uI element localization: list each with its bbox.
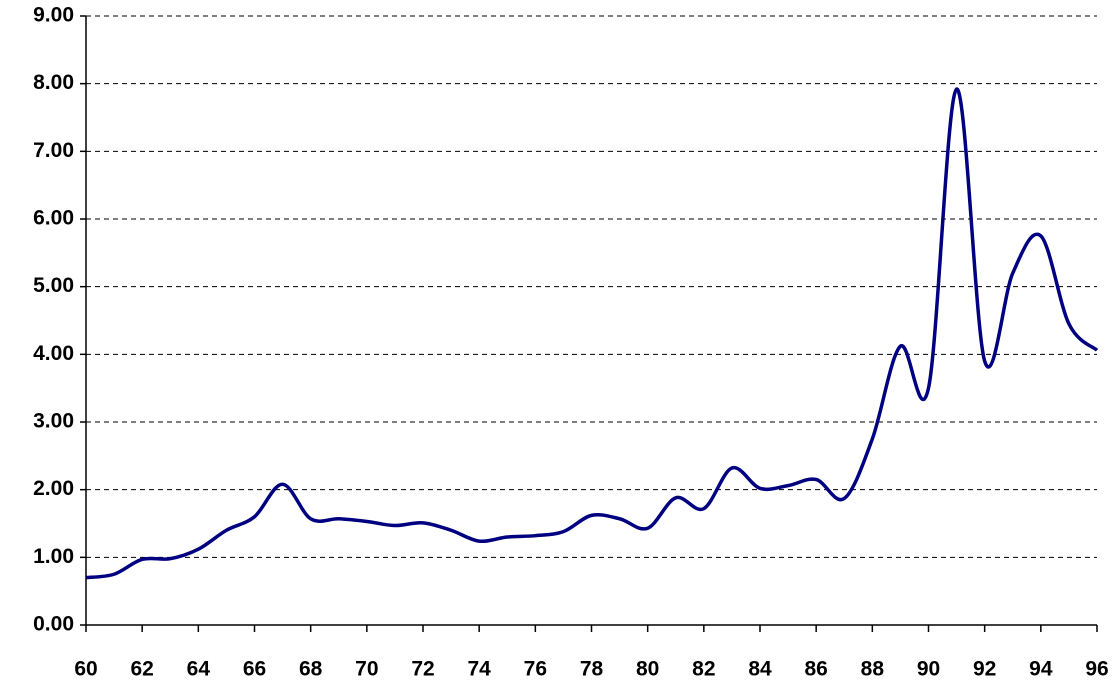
x-tick-label: 74	[467, 658, 491, 681]
y-tick-label: 9.00	[33, 4, 74, 27]
line	[85, 87, 1099, 580]
y-tick-label: 7.00	[33, 139, 74, 162]
x-tick-label: 92	[973, 658, 996, 681]
x-tick-label: 62	[130, 658, 153, 681]
y-tick-label: 4.00	[33, 342, 74, 365]
x-tick-label: 64	[187, 658, 211, 681]
x-tick-label: 66	[243, 658, 266, 681]
x-tick-label: 86	[804, 658, 827, 681]
x-tick-label: 94	[1029, 658, 1053, 681]
x-tick-label: 90	[917, 658, 940, 681]
x-tick-label: 96	[1085, 658, 1108, 681]
x-tick-label: 70	[355, 658, 378, 681]
y-tick-label: 3.00	[33, 410, 74, 433]
x-tick-label: 60	[74, 658, 97, 681]
x-tick-label: 88	[861, 658, 885, 681]
y-tick-label: 1.00	[33, 545, 74, 568]
y-tick-label: 2.00	[33, 477, 74, 500]
y-tick-label: 6.00	[33, 207, 74, 230]
x-tick-label: 84	[748, 658, 772, 681]
y-tick-label: 0.00	[33, 613, 74, 636]
y-tick-label: 8.00	[33, 71, 74, 94]
x-tick-label: 76	[524, 658, 547, 681]
x-tick-label: 82	[692, 658, 715, 681]
x-tick-label: 80	[636, 658, 659, 681]
y-tick-label: 5.00	[33, 274, 74, 297]
x-tick-label: 68	[299, 658, 323, 681]
x-tick-label: 72	[411, 658, 434, 681]
x-tick-label: 78	[580, 658, 604, 681]
